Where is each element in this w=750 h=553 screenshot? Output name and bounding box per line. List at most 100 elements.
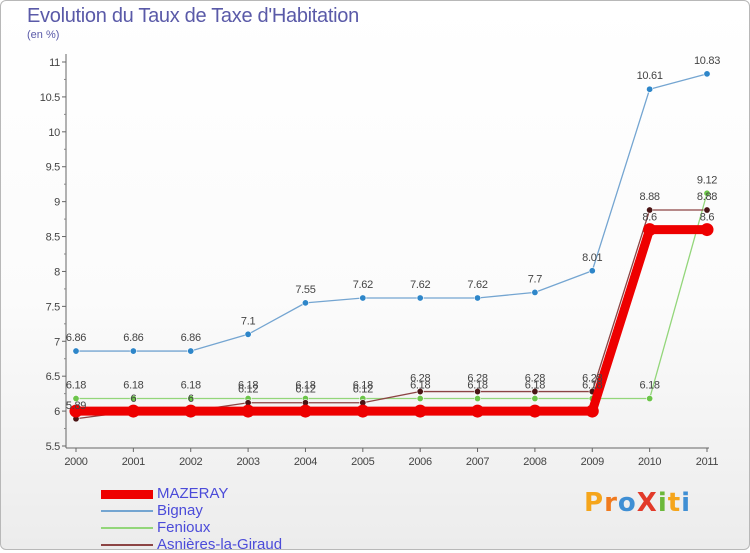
data-point (643, 223, 657, 237)
series-line-fenioux (75, 192, 708, 400)
data-label: 6.28 (582, 373, 602, 385)
data-point (474, 395, 482, 403)
x-tick-label: 2007 (466, 456, 489, 468)
logo-letter: i (657, 488, 668, 518)
data-label: 8.88 (640, 191, 660, 203)
data-point (126, 404, 140, 418)
data-point (416, 294, 424, 302)
data-label: 6.18 (181, 380, 201, 392)
data-point (187, 395, 195, 403)
data-point (474, 294, 482, 302)
legend-swatch (101, 544, 153, 546)
data-point (187, 347, 195, 355)
series-line-bignay (75, 73, 708, 352)
legend-item-mazeray: MAZERAY (101, 485, 361, 502)
legend-label: Asnières-la-Giraud (157, 536, 283, 553)
data-label: 6.18 (410, 380, 430, 392)
chart-legend: MAZERAY Bignay Fenioux Asnières-la-Giraud (101, 485, 361, 553)
data-label: 7.1 (241, 315, 256, 327)
data-point (413, 404, 427, 418)
y-axis-unit-label: (en %) (27, 29, 60, 41)
data-point (474, 388, 482, 396)
data-label: 7.62 (353, 279, 373, 291)
legend-label: Fenioux (157, 519, 211, 536)
data-label: 8.01 (582, 252, 602, 264)
data-label: 6.18 (467, 380, 487, 392)
data-point (471, 404, 485, 418)
data-point (646, 395, 654, 403)
data-label: 8.6 (700, 212, 715, 224)
logo-letter: t (667, 488, 682, 518)
x-tick-label: 2010 (638, 456, 661, 468)
data-point (588, 267, 596, 275)
x-tick-label: 2002 (179, 456, 202, 468)
data-point (129, 347, 137, 355)
data-label: 6.18 (353, 380, 373, 392)
x-tick-label: 2003 (236, 456, 259, 468)
data-point (531, 388, 539, 396)
y-tick-label: 8.5 (46, 232, 61, 244)
logo-letter: r (604, 488, 618, 518)
data-label: 5.89 (66, 400, 86, 412)
data-label: 6.28 (525, 373, 545, 385)
y-tick-label: 5.5 (46, 441, 61, 453)
data-point (244, 330, 252, 338)
data-point (416, 388, 424, 396)
data-point (646, 206, 654, 214)
data-label: 6.86 (181, 332, 201, 344)
data-point (72, 395, 80, 403)
data-point (528, 404, 542, 418)
y-tick-label: 6.5 (46, 371, 61, 383)
x-tick-label: 2001 (122, 456, 145, 468)
data-point (703, 70, 711, 78)
y-tick-label: 11 (49, 57, 60, 69)
y-tick-label: 7 (54, 336, 60, 348)
y-tick-label: 9.5 (46, 162, 61, 174)
data-point (241, 404, 255, 418)
x-tick-label: 2004 (294, 456, 317, 468)
y-tick-label: 6 (54, 406, 60, 418)
data-point (69, 404, 83, 418)
data-point (703, 189, 711, 197)
legend-label: MAZERAY (157, 485, 229, 502)
data-label: 6.12 (353, 384, 373, 396)
data-label: 10.61 (637, 70, 663, 82)
y-tick-label: 9 (54, 197, 60, 209)
data-label: 6.86 (123, 332, 143, 344)
data-label: 6.18 (123, 380, 143, 392)
logo-letter: o (617, 488, 637, 518)
series-line-mazeray (71, 225, 712, 416)
data-label: 7.62 (467, 279, 487, 291)
data-label: 6.18 (66, 380, 86, 392)
data-label: 6.18 (525, 380, 545, 392)
x-tick-label: 2011 (696, 456, 719, 468)
data-point (298, 404, 312, 418)
data-point (531, 395, 539, 403)
data-label: 9.12 (697, 174, 717, 186)
data-point (359, 294, 367, 302)
data-label: 6.28 (410, 373, 430, 385)
data-point (72, 347, 80, 355)
legend-item-bignay: Bignay (101, 502, 361, 519)
data-label: 7.55 (295, 284, 315, 296)
logo-letter: X (636, 488, 658, 518)
chart-title: Evolution du Taux de Taxe d'Habitation (27, 5, 359, 27)
data-point (700, 223, 714, 237)
data-label: 6.86 (66, 332, 86, 344)
data-label: 6.12 (238, 384, 258, 396)
data-point (184, 404, 198, 418)
data-label: 7.62 (410, 279, 430, 291)
legend-item-fenioux: Fenioux (101, 519, 361, 536)
data-point (301, 299, 309, 307)
data-label: 7.7 (528, 273, 543, 285)
y-tick-label: 10.5 (40, 92, 60, 104)
data-point (585, 404, 599, 418)
proxiti-logo: ProXiti (584, 488, 691, 518)
data-label: 6 (188, 393, 194, 405)
x-tick-label: 2006 (409, 456, 432, 468)
series-line-asni-res-la-giraud (75, 209, 708, 420)
data-label: 6.18 (238, 380, 258, 392)
data-point (646, 85, 654, 93)
data-label: 6.18 (582, 380, 602, 392)
